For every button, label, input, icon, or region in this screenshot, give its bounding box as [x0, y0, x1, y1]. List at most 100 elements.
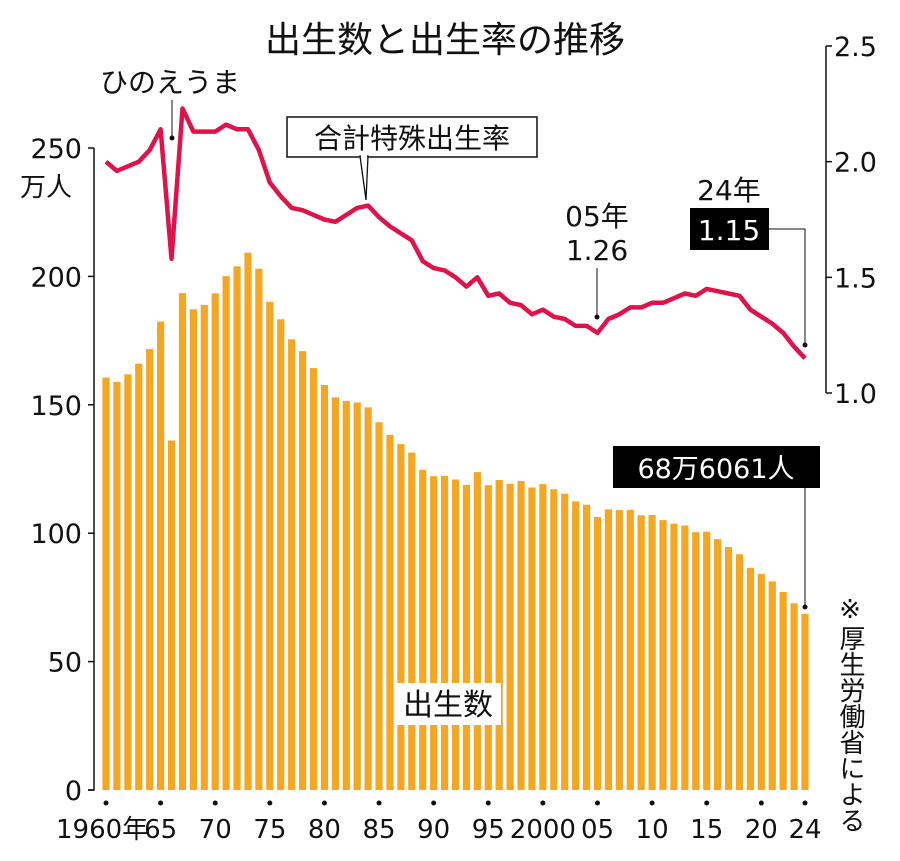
x-tick-label: 65	[144, 815, 177, 845]
right-axis: 1.0 1.5 2.0 2.5	[825, 32, 877, 410]
y2024-tfr-dot	[802, 342, 808, 348]
left-tick-label: 200	[30, 262, 82, 293]
tfr-line	[104, 106, 807, 360]
right-tick-label: 2.5	[834, 32, 877, 63]
bar-1989	[419, 469, 427, 790]
bar-2018	[735, 554, 744, 790]
y2024-value-label: 1.15	[698, 214, 760, 247]
bar-2016	[714, 539, 722, 790]
x-tick-dot	[212, 800, 218, 806]
x-tick-label: 75	[253, 815, 286, 845]
bar-2017	[724, 547, 733, 790]
x-tick-dot	[649, 800, 655, 806]
x-tick-dot	[540, 800, 546, 806]
left-axis-unit: 万人	[20, 173, 72, 203]
y2024-births-label: 68万6061人	[637, 454, 794, 485]
bar-2006	[604, 509, 613, 790]
bar-1981	[331, 397, 339, 790]
bar-2005	[593, 517, 602, 790]
bar-1978	[298, 351, 307, 790]
chart-title: 出生数と出生率の推移	[265, 20, 625, 61]
bar-2011	[659, 520, 667, 790]
bar-2022	[779, 592, 787, 790]
bar-1964	[146, 349, 154, 790]
y2024-value-box	[690, 208, 769, 250]
left-tick-label: 150	[30, 391, 82, 422]
bar-1970	[211, 293, 219, 790]
x-tick-dot	[431, 800, 437, 806]
bar-1995	[484, 485, 492, 790]
bar-1963	[135, 363, 143, 790]
bar-2019	[746, 567, 754, 790]
bar-1993	[462, 484, 471, 790]
tfr-label: 合計特殊出生率	[314, 122, 510, 155]
y2005-dot	[594, 314, 600, 320]
bar-1965	[157, 321, 165, 790]
x-tick-label: 90	[417, 815, 450, 845]
bar-2003	[572, 501, 580, 790]
x-tick-label: 05	[581, 815, 614, 845]
x-tick-label: 85	[363, 815, 396, 845]
bar-1961	[113, 381, 121, 790]
left-tick-label: 100	[30, 519, 82, 550]
bar-1990	[430, 476, 438, 790]
left-axis-line	[88, 148, 95, 791]
bar-1998	[517, 481, 525, 790]
bar-1968	[189, 309, 197, 790]
bar-1967	[178, 293, 187, 790]
x-tick-dot	[376, 800, 382, 806]
bar-2008	[626, 509, 634, 790]
x-tick-dot	[594, 800, 600, 806]
bar-2007	[615, 510, 623, 790]
bar-1982	[342, 400, 350, 790]
tfr-label-pointer	[359, 155, 369, 201]
tfr-label-box	[286, 116, 538, 158]
y2005-value-label: 1.26	[566, 234, 628, 267]
bar-1971	[222, 276, 230, 790]
bar-2014	[692, 532, 700, 790]
x-tick-dot	[158, 800, 164, 806]
x-tick-label: 15	[690, 815, 723, 845]
bar-1973	[244, 252, 252, 790]
x-tick-label: 1960年	[56, 815, 148, 845]
bar-1974	[255, 268, 263, 790]
bar-2000	[539, 484, 547, 790]
hinoeuma-dot	[169, 135, 175, 141]
bar-1966	[167, 440, 176, 790]
births-label-box	[395, 683, 501, 725]
bar-1977	[288, 339, 296, 790]
y2024-births-dot	[802, 604, 808, 610]
left-axis: 万人 0 50 100 150 200 250	[20, 134, 95, 807]
x-tick-dot	[103, 800, 109, 806]
bar-1972	[233, 266, 241, 791]
bar-2024	[801, 613, 809, 790]
bar-1960	[102, 377, 110, 790]
bar-2021	[768, 581, 776, 790]
bar-2004	[582, 504, 591, 790]
bar-2001	[550, 489, 558, 790]
bar-2009	[637, 515, 645, 790]
bar-1988	[408, 452, 416, 790]
x-tick-label: 2000	[510, 815, 576, 845]
bar-1999	[528, 487, 536, 790]
bar-1969	[200, 304, 208, 790]
left-tick-label: 50	[48, 648, 82, 679]
x-tick-label: 10	[636, 815, 669, 845]
x-tick-label: 24	[788, 815, 821, 845]
bar-1976	[277, 319, 285, 790]
bar-2012	[670, 523, 678, 790]
bar-1980	[320, 385, 329, 790]
y2024-tfr-leader	[769, 228, 806, 345]
bar-1991	[440, 475, 449, 790]
hinoeuma-label: ひのえうま	[100, 66, 240, 99]
bar-1962	[124, 374, 132, 790]
bar-1979	[309, 368, 318, 790]
bar-1992	[451, 479, 460, 790]
x-tick-dot	[321, 800, 327, 806]
x-tick-label: 95	[472, 815, 505, 845]
bar-1986	[386, 434, 394, 790]
left-tick-label: 250	[30, 134, 82, 165]
x-tick-dot	[758, 800, 764, 806]
